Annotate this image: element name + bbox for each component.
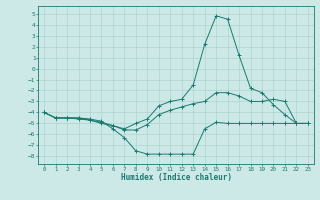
- X-axis label: Humidex (Indice chaleur): Humidex (Indice chaleur): [121, 173, 231, 182]
